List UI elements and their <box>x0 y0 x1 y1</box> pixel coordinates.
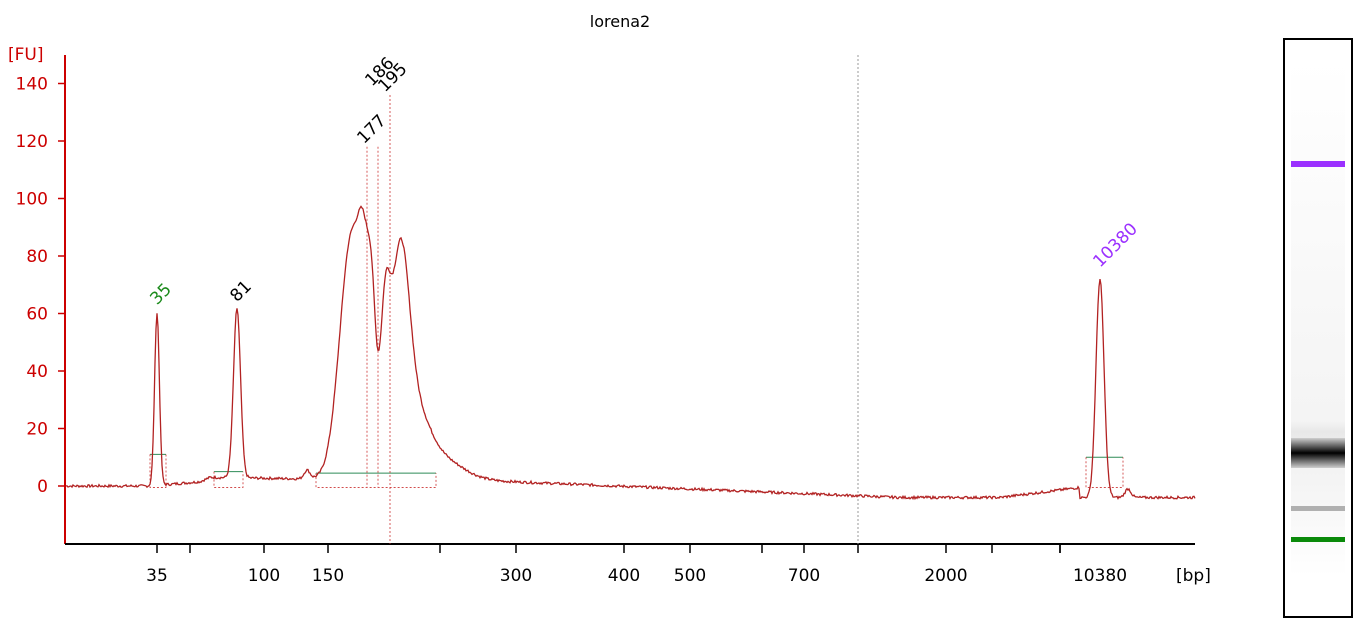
x-tick-label: 35 <box>146 566 168 586</box>
electropherogram-chart: lorena2 [FU] [bp] 0 20 40 60 80 100 120 140 35 1… <box>8 12 1211 586</box>
y-tick-label: 80 <box>26 247 48 267</box>
upper-marker-band <box>1291 161 1345 167</box>
peak-drop-lines <box>366 95 391 544</box>
x-tick-label: 300 <box>500 566 532 586</box>
x-tick-label: 100 <box>248 566 280 586</box>
y-tick-label: 20 <box>26 420 48 440</box>
x-tick-label: 2000 <box>924 566 967 586</box>
peak-label: 177 <box>353 111 390 148</box>
x-tick-label: 500 <box>674 566 706 586</box>
x-tick-label: 400 <box>608 566 640 586</box>
x-ticks: 35 100 150 300 400 500 700 2000 10380 <box>146 544 1127 586</box>
x-tick-label: 10380 <box>1073 566 1127 586</box>
y-ticks: 0 20 40 60 80 100 120 140 <box>16 75 65 497</box>
lower-marker-band <box>1291 537 1345 542</box>
peak-range-box <box>1085 457 1124 488</box>
y-tick-label: 140 <box>16 75 48 95</box>
x-unit-label: [bp] <box>1176 566 1211 586</box>
x-tick-label: 150 <box>312 566 344 586</box>
trace-line <box>65 205 1196 501</box>
y-tick-label: 100 <box>16 190 48 210</box>
y-tick-label: 60 <box>26 305 48 325</box>
chart-title: lorena2 <box>590 12 650 31</box>
main-band <box>1291 438 1345 468</box>
peak-label: 10380 <box>1089 219 1141 271</box>
gel-lane <box>1283 38 1353 618</box>
y-unit-label: [FU] <box>8 45 44 65</box>
faint-band <box>1291 506 1345 511</box>
x-tick-label: 700 <box>788 566 820 586</box>
peak-range-box <box>149 454 167 488</box>
peak-range-box <box>315 473 437 488</box>
peak-baselines <box>149 453 1124 488</box>
y-tick-label: 0 <box>37 477 48 497</box>
peak-range-box <box>213 471 244 488</box>
peak-label: 35 <box>146 280 175 309</box>
y-tick-label: 40 <box>26 362 48 382</box>
peak-label: 81 <box>226 277 255 306</box>
y-tick-label: 120 <box>16 132 48 152</box>
